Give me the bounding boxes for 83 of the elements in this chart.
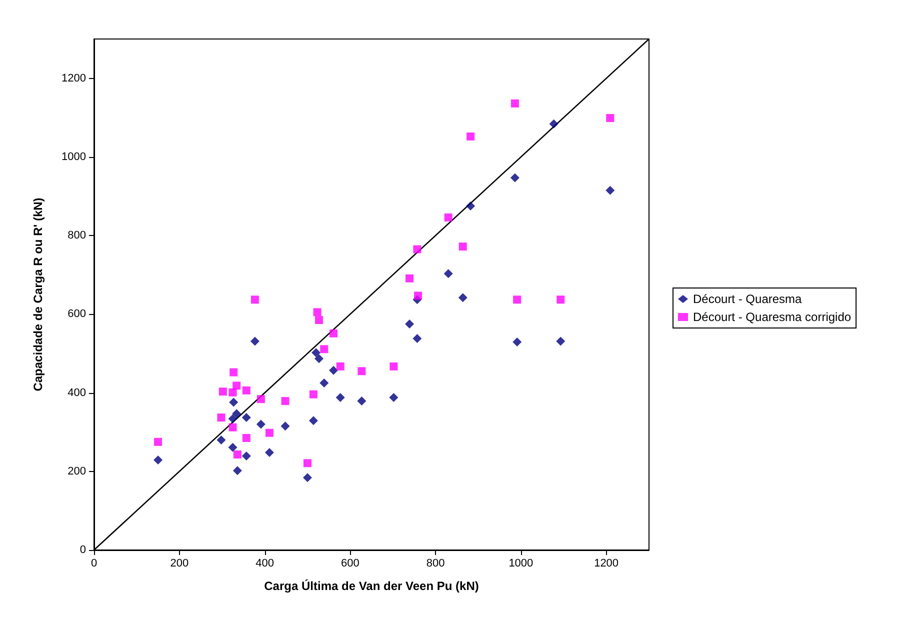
point (229, 398, 238, 407)
point (606, 186, 615, 195)
x-tick-label: 1000 (508, 558, 534, 570)
point (510, 99, 519, 108)
point (232, 466, 242, 476)
y-axis-title: Capacidade de Carga R ou R' (kN) (31, 198, 45, 392)
point (466, 202, 476, 211)
point (510, 173, 520, 182)
point (336, 362, 344, 370)
point (228, 423, 237, 432)
point (228, 388, 237, 396)
point (358, 367, 366, 376)
point (329, 366, 338, 375)
point (228, 442, 238, 452)
point (256, 395, 265, 404)
point (154, 438, 162, 446)
y-tick-label: 200 (68, 465, 86, 478)
point (217, 414, 226, 422)
point (302, 473, 312, 482)
point (242, 386, 250, 394)
point (556, 296, 565, 304)
point (265, 428, 274, 437)
y-tick-label: 1200 (62, 72, 86, 84)
point (466, 132, 475, 140)
point (250, 336, 260, 346)
point (280, 422, 290, 431)
point (405, 274, 414, 282)
point (357, 396, 366, 406)
point (320, 345, 328, 354)
point (312, 348, 320, 358)
point (413, 245, 422, 254)
point (230, 368, 238, 376)
y-tick-label: 400 (68, 386, 86, 399)
legend-label: Décourt - Quaresma (693, 292, 802, 306)
point (264, 448, 274, 458)
point (242, 452, 251, 461)
x-tick-label: 400 (256, 558, 274, 570)
y-tick-label: 0 (80, 544, 86, 556)
legend-label: Décourt - Quaresma corrigido (693, 310, 852, 324)
point (228, 414, 238, 424)
point (314, 354, 324, 364)
point (606, 114, 614, 122)
point (336, 392, 345, 402)
point (313, 308, 322, 316)
point (250, 296, 259, 304)
point (549, 119, 558, 128)
point (232, 409, 242, 418)
point (154, 455, 163, 464)
x-tick-label: 800 (426, 558, 445, 570)
point (512, 338, 522, 347)
x-axis-title: Carga Última de Van der Veen Pu (kN) (264, 579, 479, 593)
y-tick-label: 600 (68, 308, 86, 320)
y-tick-label: 1000 (62, 150, 86, 163)
point (308, 416, 318, 426)
point (414, 292, 422, 300)
point (232, 382, 241, 390)
point (330, 329, 338, 338)
point (513, 296, 522, 304)
point (412, 334, 422, 344)
x-tick-label: 200 (170, 558, 189, 570)
point (389, 392, 398, 402)
point (444, 213, 452, 222)
point (444, 269, 453, 278)
point (303, 459, 312, 468)
point (458, 293, 468, 302)
point (233, 450, 242, 458)
point (242, 413, 251, 422)
x-tick-label: 600 (340, 558, 360, 570)
point (556, 336, 566, 346)
point (309, 390, 318, 398)
point (216, 435, 226, 444)
point (242, 434, 250, 442)
point (458, 242, 467, 251)
point (390, 362, 398, 370)
x-tick-label: 1200 (594, 558, 619, 570)
point (320, 378, 329, 388)
x-tick-label: 0 (90, 558, 98, 570)
y-tick-label: 800 (68, 230, 86, 242)
point (314, 316, 323, 324)
point (281, 397, 290, 406)
point (256, 420, 266, 429)
point (218, 388, 227, 396)
point (404, 319, 414, 328)
